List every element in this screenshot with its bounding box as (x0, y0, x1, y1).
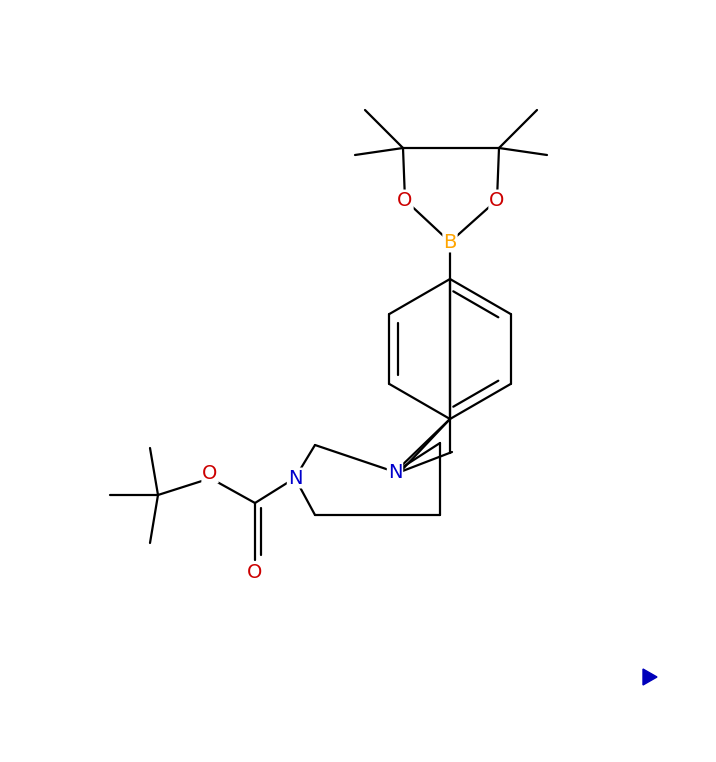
Polygon shape (643, 669, 657, 685)
Text: O: O (397, 190, 412, 210)
Text: O: O (247, 564, 263, 582)
Text: N: N (288, 469, 302, 488)
Text: O: O (489, 190, 505, 210)
Text: B: B (443, 232, 457, 251)
Text: O: O (203, 463, 218, 482)
Text: N: N (388, 463, 402, 482)
